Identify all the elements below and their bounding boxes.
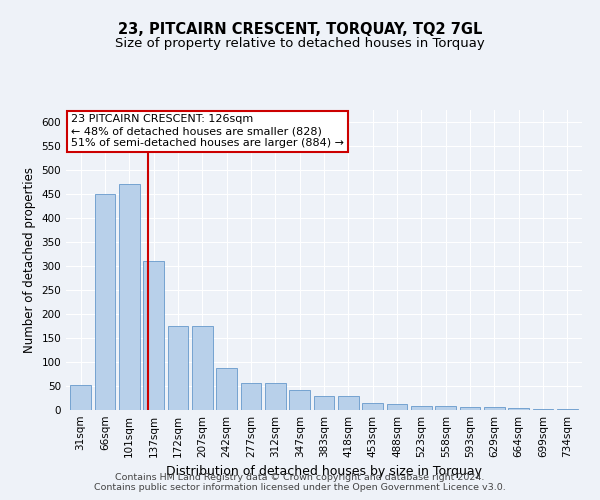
Bar xyxy=(143,261,164,410)
Bar xyxy=(411,406,432,410)
Bar xyxy=(314,396,334,410)
Text: 23 PITCAIRN CRESCENT: 126sqm
← 48% of detached houses are smaller (828)
51% of s: 23 PITCAIRN CRESCENT: 126sqm ← 48% of de… xyxy=(71,114,344,148)
Bar xyxy=(557,408,578,410)
Bar xyxy=(289,390,310,410)
Text: Size of property relative to detached houses in Torquay: Size of property relative to detached ho… xyxy=(115,38,485,51)
Text: Contains HM Land Registry data © Crown copyright and database right 2024.
Contai: Contains HM Land Registry data © Crown c… xyxy=(94,473,506,492)
Bar xyxy=(338,396,359,410)
Bar xyxy=(362,403,383,410)
Bar xyxy=(216,368,237,410)
Bar xyxy=(508,408,529,410)
Bar xyxy=(265,382,286,410)
Bar xyxy=(167,326,188,410)
Bar xyxy=(192,326,212,410)
Bar xyxy=(460,406,481,410)
Bar xyxy=(70,384,91,410)
Bar xyxy=(119,184,140,410)
Bar xyxy=(533,408,553,410)
Bar xyxy=(386,404,407,410)
X-axis label: Distribution of detached houses by size in Torquay: Distribution of detached houses by size … xyxy=(166,466,482,478)
Y-axis label: Number of detached properties: Number of detached properties xyxy=(23,167,36,353)
Bar xyxy=(484,406,505,410)
Text: 23, PITCAIRN CRESCENT, TORQUAY, TQ2 7GL: 23, PITCAIRN CRESCENT, TORQUAY, TQ2 7GL xyxy=(118,22,482,38)
Bar xyxy=(241,382,262,410)
Bar xyxy=(436,406,456,410)
Bar xyxy=(95,194,115,410)
